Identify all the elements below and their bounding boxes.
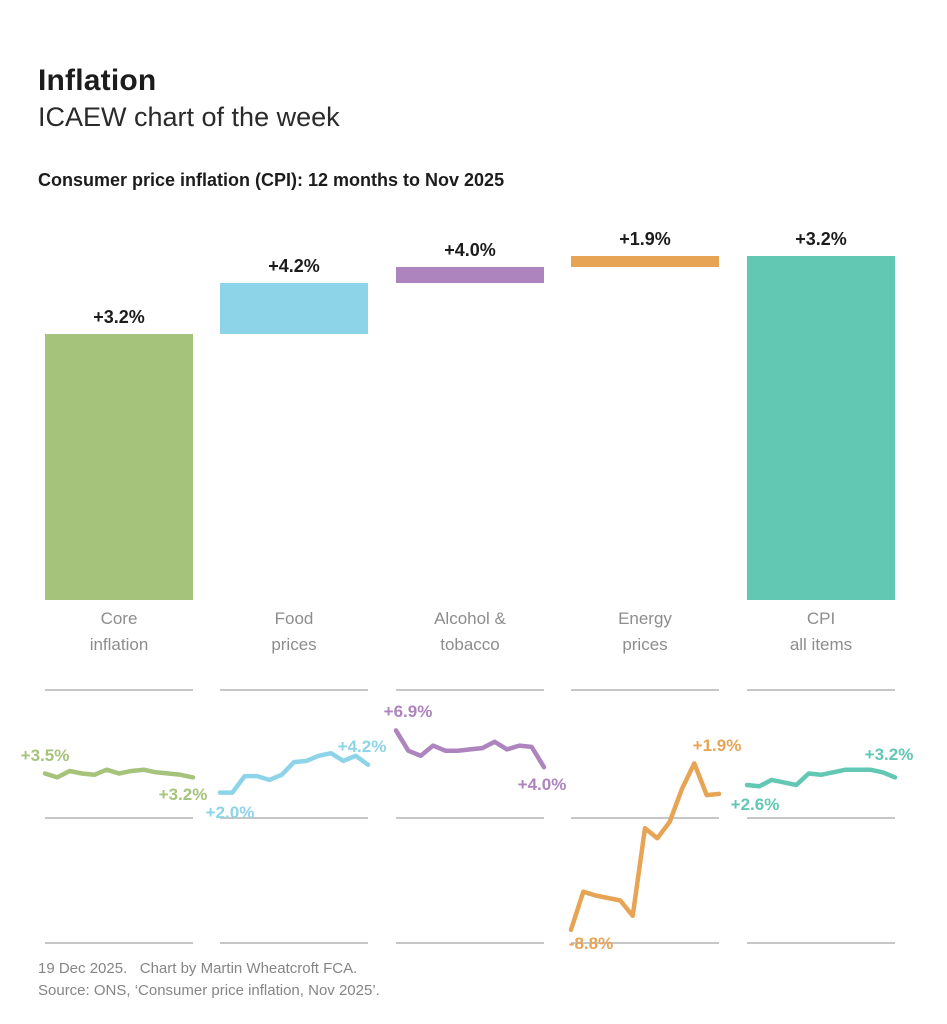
chart-title: Consumer price inflation (CPI): 12 month… bbox=[38, 170, 505, 190]
category-label: Food prices bbox=[205, 606, 383, 658]
sparkline-5 bbox=[744, 689, 898, 944]
category-label-line: Food bbox=[274, 609, 314, 628]
sparkline-value-label: +6.9% bbox=[383, 702, 433, 722]
category-label-line: prices bbox=[622, 635, 668, 654]
category-label: Energy prices bbox=[556, 606, 734, 658]
category-label: Core inflation bbox=[30, 606, 208, 658]
footer-credit: 19 Dec 2025. Chart by Martin Wheatcroft … bbox=[38, 960, 358, 977]
sparkline-3 bbox=[393, 689, 547, 944]
bar-value-label: +1.9% bbox=[619, 229, 671, 249]
category-label-line: CPI bbox=[806, 609, 836, 628]
sparkline-series bbox=[568, 761, 722, 933]
bar-value-label: +3.2% bbox=[795, 229, 847, 249]
bar-food bbox=[220, 282, 368, 335]
bar-value-label: +3.2% bbox=[93, 307, 145, 328]
bar-energy bbox=[571, 256, 719, 267]
category-label-line: Alcohol & bbox=[434, 609, 506, 628]
bar-value-label: +4.2% bbox=[268, 255, 320, 276]
category-label-line: tobacco bbox=[440, 635, 500, 654]
sparkline-series bbox=[744, 767, 898, 789]
category-label-line: Core bbox=[100, 609, 138, 628]
sparkline-series bbox=[217, 750, 371, 795]
sparkline-2 bbox=[217, 689, 371, 944]
category-label-line: prices bbox=[271, 635, 317, 654]
bar-cpi bbox=[747, 256, 895, 600]
footer-source: Source: ONS, ‘Consumer price inflation, … bbox=[38, 982, 380, 999]
sparkline-value-label: +2.0% bbox=[205, 802, 255, 822]
bar-core bbox=[45, 334, 193, 600]
sparkline-value-label: +2.6% bbox=[730, 794, 780, 814]
sparkline-series bbox=[42, 767, 196, 780]
page-subtitle: ICAEW chart of the week bbox=[38, 102, 340, 132]
category-label-line: Energy bbox=[618, 609, 672, 628]
page-title: Inflation bbox=[38, 64, 157, 97]
bar-alcohol bbox=[396, 266, 544, 283]
bar-value-label: +4.0% bbox=[444, 239, 496, 260]
sparkline-value-label: +4.2% bbox=[337, 736, 387, 756]
sparkline-value-label: +3.5% bbox=[20, 745, 70, 765]
sparkline-4 bbox=[568, 689, 722, 944]
category-label: CPI all items bbox=[732, 606, 910, 658]
category-label-line: inflation bbox=[89, 635, 149, 654]
sparkline-value-label: +3.2% bbox=[158, 785, 208, 805]
sparkline-value-label: +4.0% bbox=[517, 775, 567, 795]
sparkline-value-label: +3.2% bbox=[864, 745, 914, 765]
sparkline-value-label: +1.9% bbox=[692, 735, 742, 755]
sparkline-1 bbox=[42, 689, 196, 944]
category-label: Alcohol & tobacco bbox=[381, 606, 559, 658]
sparkline-value-label: -8.8% bbox=[568, 933, 614, 953]
category-label-line: all items bbox=[789, 635, 853, 654]
sparkline-series bbox=[393, 728, 547, 770]
